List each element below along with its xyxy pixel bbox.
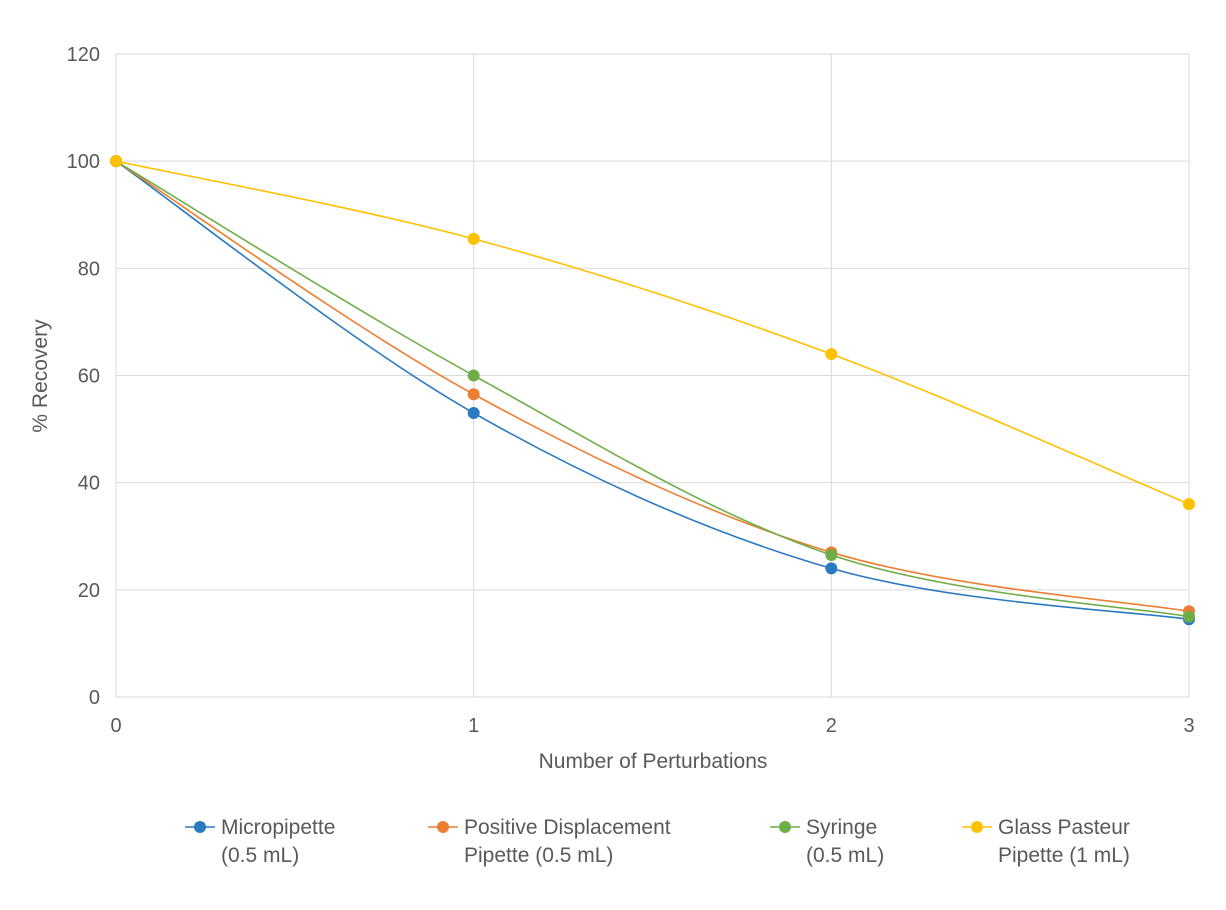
legend-label: Pipette (1 mL) [998, 844, 1130, 867]
legend-item: Glass Pasteur Pipette (1 mL) [962, 816, 1130, 867]
y-axis-ticks: 0 20 40 60 80 100 120 [67, 44, 100, 709]
legend-item: Syringe (0.5 mL) [770, 816, 884, 867]
legend-label: (0.5 mL) [221, 844, 299, 867]
y-tick-label: 0 [89, 687, 100, 709]
x-axis-ticks: 0 1 2 3 [110, 715, 1194, 737]
series-layer [110, 155, 1195, 626]
data-point [110, 155, 122, 168]
legend-label: Pipette (0.5 mL) [464, 844, 613, 867]
legend-marker [437, 821, 449, 833]
data-point [467, 369, 480, 382]
legend-marker [779, 821, 791, 833]
series-line [115, 160, 1190, 613]
legend-label: Micropipette [221, 816, 335, 839]
y-tick-label: 120 [67, 44, 100, 66]
y-tick-label: 20 [78, 580, 100, 602]
legend-label: Glass Pasteur [998, 816, 1130, 839]
data-point [467, 388, 480, 401]
data-point [1183, 498, 1195, 511]
x-tick-label: 3 [1183, 715, 1194, 737]
legend-label: (0.5 mL) [806, 844, 884, 867]
data-point [1183, 610, 1195, 623]
x-axis-title: Number of Perturbations [539, 750, 768, 773]
data-point [825, 562, 838, 575]
series-2 [110, 155, 1195, 618]
series-1 [110, 155, 1195, 626]
legend-marker [971, 821, 983, 833]
data-point [825, 348, 838, 361]
legend-item: Positive Displacement Pipette (0.5 mL) [428, 816, 671, 867]
grid-lines [115, 53, 1190, 698]
legend-label: Syringe [806, 816, 877, 839]
data-point [467, 232, 480, 245]
y-tick-label: 60 [78, 366, 100, 388]
y-tick-label: 80 [78, 258, 100, 280]
x-tick-label: 0 [110, 715, 121, 737]
series-4 [110, 155, 1195, 511]
series-line [115, 160, 1190, 621]
data-point [825, 549, 838, 562]
legend-label: Positive Displacement [464, 816, 671, 839]
y-tick-label: 100 [67, 151, 100, 173]
series-line [115, 160, 1190, 618]
data-point [467, 407, 480, 420]
y-axis-title: % Recovery [29, 319, 52, 433]
legend-marker [194, 821, 206, 833]
x-tick-label: 1 [468, 715, 479, 737]
legend-item: Micropipette (0.5 mL) [185, 816, 335, 867]
series-3 [110, 155, 1195, 623]
series-line [115, 160, 1190, 505]
y-tick-label: 40 [78, 473, 100, 495]
legend: Micropipette (0.5 mL) Positive Displacemen… [185, 816, 1130, 867]
x-tick-label: 2 [826, 715, 837, 737]
